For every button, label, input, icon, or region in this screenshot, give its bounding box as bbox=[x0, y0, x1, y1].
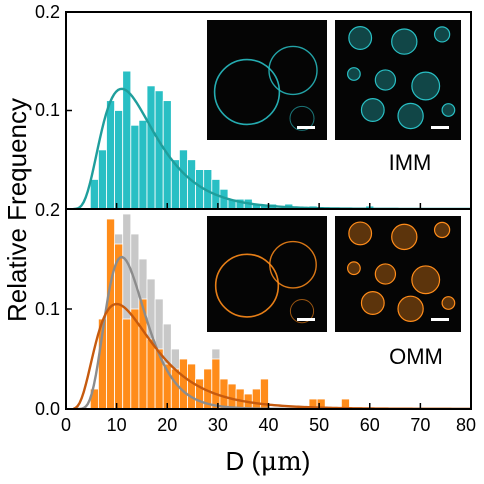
omm-orange-bar bbox=[195, 378, 205, 409]
imm-bar bbox=[154, 90, 164, 209]
omm-orange-bar bbox=[178, 358, 188, 409]
xtick-70: 70 bbox=[410, 415, 430, 435]
omm-orange-bar bbox=[316, 398, 326, 409]
omm-orange-bar bbox=[227, 383, 237, 409]
x-axis-label: D (μm) bbox=[226, 446, 311, 477]
imm-bar bbox=[98, 149, 107, 209]
omm-orange-bar bbox=[251, 388, 261, 409]
top-ytick-0.2: 0.2 bbox=[35, 2, 60, 22]
omm-orange-bar bbox=[122, 318, 132, 409]
omm-bars bbox=[89, 213, 350, 409]
xtick-10: 10 bbox=[107, 415, 127, 435]
imm-bar bbox=[178, 149, 188, 209]
imm-bar bbox=[146, 85, 156, 209]
top-ytick-0.1: 0.1 bbox=[35, 100, 60, 120]
xtick-20: 20 bbox=[157, 415, 177, 435]
scale-bar bbox=[297, 126, 315, 129]
axis-ticks bbox=[65, 11, 472, 410]
omm-orange-bar bbox=[211, 358, 221, 409]
omm-orange-bar bbox=[146, 338, 156, 409]
imm-bar bbox=[187, 159, 197, 209]
y-axis-label: Relative Frequency bbox=[2, 98, 32, 322]
xtick-0: 0 bbox=[61, 415, 71, 435]
scale-bar bbox=[297, 318, 315, 321]
xtick-50: 50 bbox=[309, 415, 329, 435]
omm-panel-label: OMM bbox=[389, 344, 443, 369]
omm-orange-bar bbox=[219, 378, 229, 409]
imm-bar bbox=[106, 100, 116, 209]
omm-orange-bar bbox=[187, 363, 197, 409]
omm-orange-bar bbox=[114, 243, 124, 409]
imm-bar bbox=[114, 110, 124, 209]
bottom-ytick-0.2: 0.2 bbox=[35, 200, 60, 220]
bottom-ytick-0.1: 0.1 bbox=[35, 299, 60, 319]
scale-bar bbox=[431, 126, 449, 129]
imm-bar bbox=[130, 124, 140, 209]
omm-orange-bar bbox=[170, 368, 180, 409]
scale-bar bbox=[431, 318, 449, 321]
xtick-80: 80 bbox=[456, 415, 476, 435]
omm-orange-bar bbox=[340, 398, 350, 409]
xtick-60: 60 bbox=[360, 415, 380, 435]
omm-micrograph-2 bbox=[335, 216, 461, 332]
imm-micrograph-1 bbox=[207, 20, 327, 140]
omm-micrograph-1 bbox=[207, 216, 327, 332]
omm-orange-bar bbox=[259, 378, 269, 409]
xtick-30: 30 bbox=[208, 415, 228, 435]
imm-bar bbox=[138, 119, 148, 209]
imm-panel-label: IMM bbox=[389, 150, 432, 175]
imm-bar bbox=[89, 179, 99, 209]
bottom-ytick-0.0: 0.0 bbox=[35, 399, 60, 419]
micrograph-insets bbox=[207, 20, 461, 332]
omm-orange-bar bbox=[106, 218, 116, 409]
imm-micrograph-2 bbox=[335, 20, 461, 140]
xtick-40: 40 bbox=[258, 415, 278, 435]
